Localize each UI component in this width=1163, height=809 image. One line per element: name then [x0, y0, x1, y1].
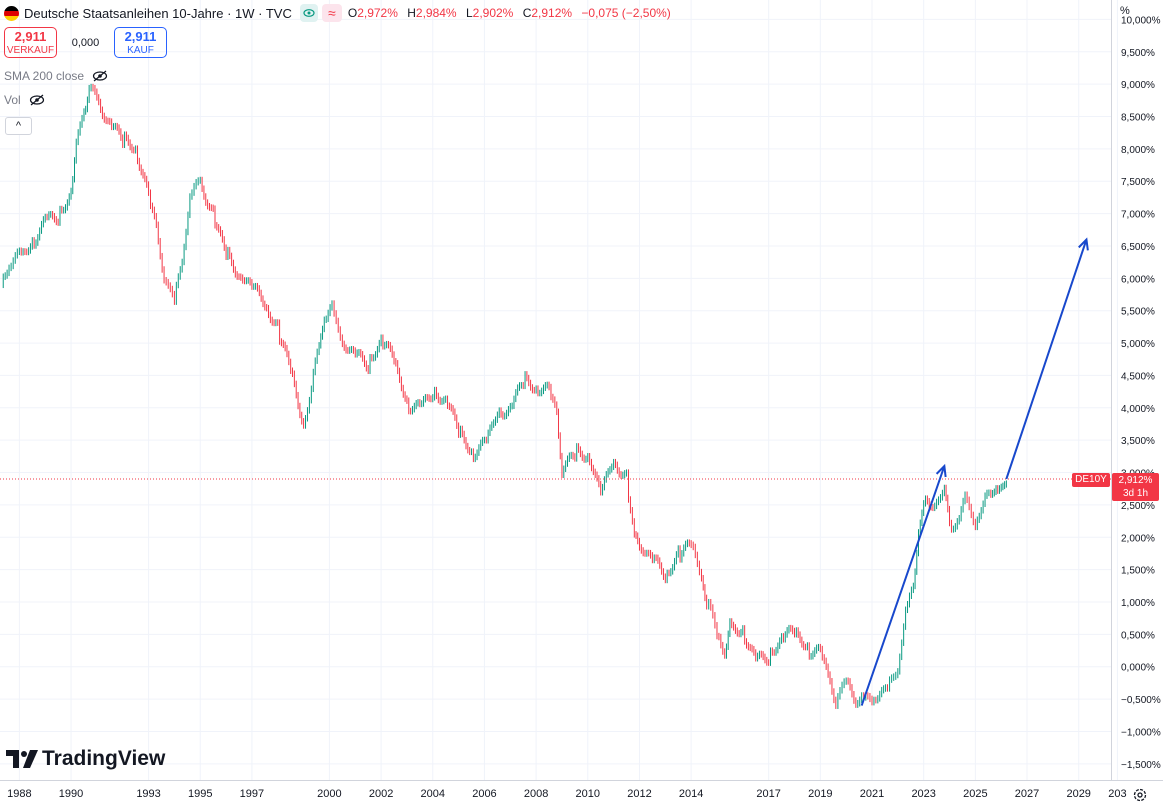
buy-button[interactable]: 2,911 KAUF [114, 27, 167, 58]
low-value: 2,902% [472, 6, 514, 20]
visibility-eye-icon[interactable] [299, 4, 318, 22]
ohlc-values: O2,972% H2,984% L2,902% C2,912% −0,075 (… [347, 6, 671, 20]
y-tick-label: 10,000% [1121, 15, 1161, 26]
sell-button[interactable]: 2,911 VERKAUF [4, 27, 57, 58]
y-tick-label: −0,500% [1121, 695, 1161, 706]
x-tick-label: 1995 [188, 788, 212, 800]
eye-off-icon[interactable] [29, 94, 45, 106]
x-tick-label: 1988 [7, 788, 31, 800]
x-tick-label: 203 [1108, 788, 1126, 800]
x-tick-label: 1993 [136, 788, 160, 800]
y-tick-label: 9,500% [1121, 48, 1155, 59]
y-tick-label: 7,500% [1121, 177, 1155, 188]
y-tick-label: 4,000% [1121, 404, 1155, 415]
trend-arrow[interactable] [1005, 239, 1088, 480]
x-tick-label: 2027 [1015, 788, 1039, 800]
trend-arrow[interactable] [860, 465, 946, 706]
symbol-title[interactable]: Deutsche Staatsanleihen 10-Jahre · 1W · … [24, 5, 292, 21]
x-tick-label: 2000 [317, 788, 341, 800]
x-tick-label: 2017 [756, 788, 780, 800]
tradingview-logo[interactable]: TradingView [6, 747, 165, 771]
y-tick-label: 6,000% [1121, 274, 1155, 285]
x-tick-label: 1990 [59, 788, 83, 800]
close-value: 2,912% [531, 6, 573, 20]
wave-icon[interactable]: ≈ [321, 4, 342, 22]
chart-settings-button[interactable] [1130, 785, 1150, 805]
high-value: 2,984% [415, 6, 457, 20]
y-tick-label: −1,500% [1121, 760, 1161, 771]
y-tick-label: 9,000% [1121, 80, 1155, 91]
tradingview-logo-icon [6, 750, 38, 768]
x-tick-label: 2014 [679, 788, 703, 800]
symbol-price-tag: DE10Y [1072, 473, 1110, 487]
x-tick-label: 2010 [576, 788, 600, 800]
y-tick-label: 8,500% [1121, 113, 1155, 124]
y-tick-label: 5,500% [1121, 307, 1155, 318]
chevron-up-icon: ^ [15, 120, 22, 132]
y-tick-label: 1,000% [1121, 598, 1155, 609]
price-axis-unit: % [1120, 5, 1130, 17]
y-tick-label: 1,500% [1121, 566, 1155, 577]
indicator-sma[interactable]: SMA 200 close [4, 69, 108, 83]
trade-panel: 2,911 VERKAUF 0,000 2,911 KAUF [4, 27, 167, 58]
y-tick-label: 2,000% [1121, 533, 1155, 544]
current-price-value: 2,912% [1118, 475, 1153, 486]
x-tick-label: 2004 [421, 788, 445, 800]
y-tick-label: 7,000% [1121, 210, 1155, 221]
x-tick-label: 2006 [472, 788, 496, 800]
y-tick-label: 6,500% [1121, 242, 1155, 253]
y-tick-label: 0,500% [1121, 630, 1155, 641]
gear-icon [1133, 788, 1147, 802]
arrow-head [935, 463, 947, 478]
eye-off-icon[interactable] [92, 70, 108, 82]
open-value: 2,972% [357, 6, 398, 20]
current-price-label: 2,912% 3d 1h [1112, 473, 1159, 501]
germany-flag-icon [4, 5, 19, 21]
spread-value: 0,000 [71, 36, 100, 49]
y-tick-label: −1,000% [1121, 727, 1161, 738]
collapse-legend-button[interactable]: ^ [5, 117, 32, 135]
arrow-head [1078, 237, 1089, 251]
x-tick-label: 2002 [369, 788, 393, 800]
bar-countdown: 3d 1h [1122, 488, 1149, 499]
change-value: −0,075 (−2,50%) [581, 6, 671, 20]
y-tick-label: 0,000% [1121, 663, 1155, 674]
x-tick-label: 2008 [524, 788, 548, 800]
y-tick-label: 3,500% [1121, 436, 1155, 447]
symbol-legend: Deutsche Staatsanleihen 10-Jahre · 1W · … [4, 3, 671, 23]
y-tick-label: 2,500% [1121, 501, 1155, 512]
x-tick-label: 1997 [240, 788, 264, 800]
y-tick-label: 5,000% [1121, 339, 1155, 350]
x-tick-label: 2019 [808, 788, 832, 800]
x-tick-label: 2021 [860, 788, 884, 800]
x-tick-label: 2012 [627, 788, 651, 800]
x-tick-label: 2025 [963, 788, 987, 800]
y-tick-label: 8,000% [1121, 145, 1155, 156]
indicator-vol[interactable]: Vol [4, 93, 45, 107]
x-tick-label: 2029 [1066, 788, 1090, 800]
x-tick-label: 2023 [911, 788, 935, 800]
y-tick-label: 4,500% [1121, 371, 1155, 382]
